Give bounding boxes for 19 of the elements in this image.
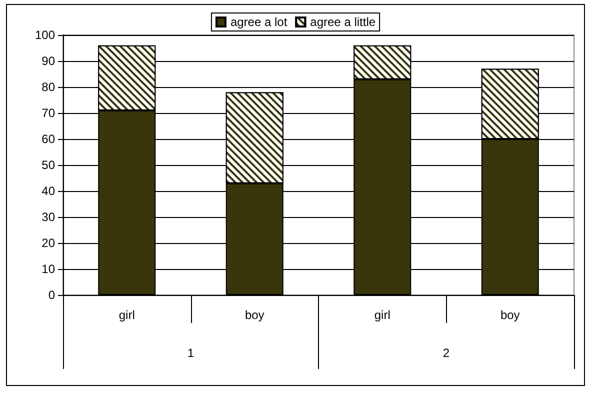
x-tick-label: boy (500, 308, 520, 322)
legend-label: agree a lot (230, 15, 288, 29)
y-tick-label: 70 (42, 106, 56, 120)
text: 2 (442, 346, 450, 360)
y-tick-label: 90 (42, 54, 56, 68)
legend-label: agree a little (310, 15, 376, 29)
text: 1 (187, 346, 194, 360)
x-tick-label: boy (244, 308, 264, 322)
y-tick-label: 60 (42, 132, 56, 146)
y-tick-label: 30 (42, 210, 56, 224)
y-tick-label: 20 (42, 236, 56, 250)
y-tick-label: 10 (42, 262, 56, 276)
y-tick-label: 100 (34, 28, 56, 42)
x-tick-label: girl (118, 308, 135, 322)
x-tick-label: girl (374, 308, 390, 322)
y-tick-label: 40 (42, 184, 56, 198)
y-tick-label: 0 (48, 288, 56, 302)
y-tick-label: 80 (42, 80, 56, 94)
y-tick-label: 50 (42, 158, 56, 172)
